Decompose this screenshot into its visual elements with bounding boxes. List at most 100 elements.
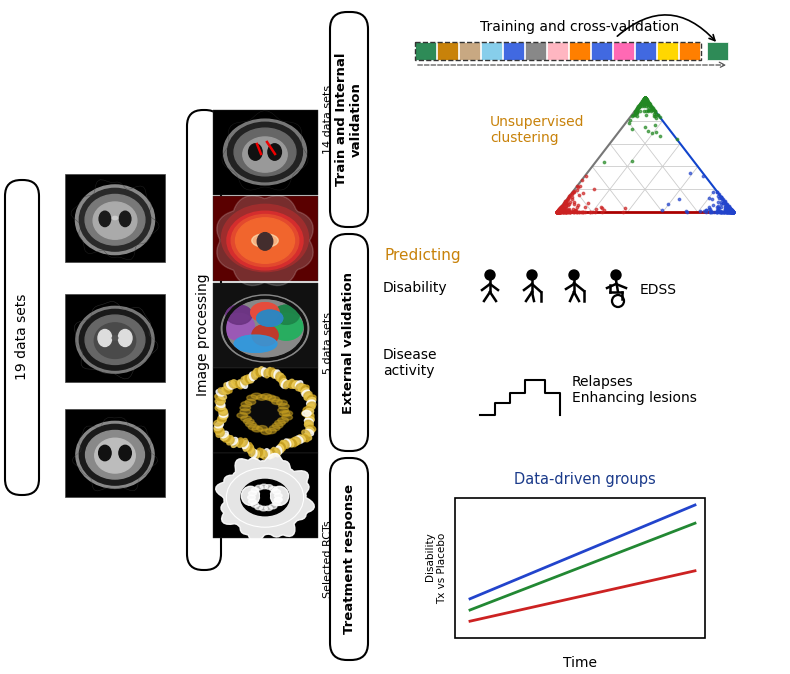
- Ellipse shape: [218, 393, 227, 400]
- Point: [557, 203, 570, 214]
- Ellipse shape: [215, 394, 223, 400]
- Point: [706, 200, 719, 210]
- Point: [638, 93, 651, 104]
- Ellipse shape: [241, 380, 247, 388]
- Point: [638, 95, 651, 106]
- Point: [703, 201, 716, 212]
- Point: [552, 207, 565, 218]
- Bar: [459, 42, 480, 60]
- Point: [726, 207, 739, 218]
- Point: [703, 204, 716, 214]
- Point: [638, 94, 650, 104]
- Ellipse shape: [218, 388, 226, 394]
- Ellipse shape: [269, 487, 277, 491]
- Point: [566, 204, 579, 215]
- Ellipse shape: [252, 427, 262, 432]
- Ellipse shape: [278, 417, 288, 423]
- Point: [637, 97, 649, 108]
- Point: [551, 207, 563, 218]
- Ellipse shape: [289, 381, 296, 388]
- Ellipse shape: [307, 404, 315, 410]
- Ellipse shape: [229, 381, 236, 388]
- Bar: [213, 367, 318, 452]
- Ellipse shape: [261, 238, 269, 243]
- Text: Disease
activity: Disease activity: [383, 348, 438, 378]
- Point: [726, 207, 739, 218]
- Point: [711, 201, 724, 212]
- Point: [634, 99, 646, 110]
- Point: [724, 206, 736, 217]
- Ellipse shape: [222, 387, 230, 394]
- Point: [716, 207, 728, 218]
- Point: [723, 206, 735, 216]
- Point: [645, 104, 657, 115]
- Point: [551, 207, 563, 218]
- Point: [639, 93, 652, 104]
- Point: [641, 96, 653, 107]
- Point: [662, 199, 675, 210]
- Point: [720, 198, 732, 209]
- Point: [551, 207, 563, 218]
- Point: [638, 93, 651, 104]
- Point: [638, 94, 651, 104]
- Point: [640, 94, 653, 104]
- Point: [724, 204, 737, 214]
- Point: [723, 202, 735, 213]
- Ellipse shape: [231, 379, 239, 388]
- Ellipse shape: [274, 370, 280, 379]
- Point: [727, 207, 739, 218]
- Ellipse shape: [85, 431, 145, 479]
- Point: [720, 205, 732, 216]
- Ellipse shape: [112, 216, 118, 220]
- Point: [715, 192, 728, 203]
- Point: [638, 93, 651, 104]
- Point: [712, 204, 724, 215]
- Ellipse shape: [217, 417, 226, 423]
- Point: [726, 207, 739, 218]
- Point: [558, 198, 570, 209]
- Polygon shape: [557, 98, 733, 212]
- Point: [713, 189, 725, 200]
- Point: [670, 133, 683, 144]
- Point: [726, 206, 739, 217]
- Point: [724, 202, 736, 213]
- Point: [555, 207, 567, 218]
- Bar: [415, 42, 701, 60]
- Point: [553, 205, 566, 216]
- Point: [551, 207, 563, 218]
- Ellipse shape: [280, 410, 290, 416]
- Point: [552, 205, 565, 216]
- Point: [566, 206, 578, 217]
- Point: [710, 204, 723, 215]
- Point: [553, 204, 566, 215]
- Point: [640, 94, 653, 104]
- Ellipse shape: [251, 393, 261, 398]
- Point: [555, 202, 568, 212]
- Point: [725, 206, 738, 217]
- Point: [715, 191, 728, 202]
- Ellipse shape: [305, 412, 314, 419]
- Point: [562, 207, 574, 218]
- Text: Relapses
Enhancing lesions: Relapses Enhancing lesions: [572, 375, 697, 405]
- Point: [551, 207, 564, 218]
- Point: [721, 202, 734, 213]
- Point: [551, 206, 564, 217]
- Ellipse shape: [254, 369, 260, 377]
- Point: [575, 206, 588, 217]
- Point: [589, 207, 602, 218]
- Point: [630, 103, 643, 114]
- Point: [726, 206, 739, 217]
- Ellipse shape: [234, 128, 296, 176]
- Point: [725, 206, 738, 217]
- Ellipse shape: [238, 380, 245, 388]
- Point: [717, 196, 730, 207]
- Bar: [415, 42, 436, 60]
- Point: [694, 206, 706, 216]
- Point: [558, 204, 570, 214]
- Point: [714, 202, 727, 213]
- Point: [638, 97, 651, 108]
- Point: [724, 206, 737, 217]
- Point: [639, 92, 652, 103]
- Ellipse shape: [280, 379, 287, 387]
- Point: [726, 207, 739, 218]
